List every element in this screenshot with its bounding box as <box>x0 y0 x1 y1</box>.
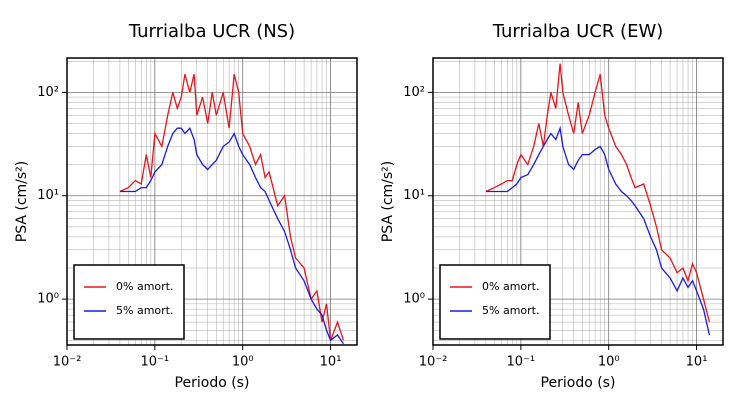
y-axis-label: PSA (cm/s²) <box>14 161 30 243</box>
legend-box <box>439 264 551 340</box>
x-tick-label: 10⁰ <box>598 355 620 370</box>
panel: 10⁻² 10⁻¹ 10⁰ 10¹ 10⁰ 10¹ 10² 0% amort. 5% amort… <box>380 21 724 391</box>
plot-frame <box>66 57 358 346</box>
x-tick-label: 10⁻¹ <box>141 355 170 370</box>
series-line <box>485 63 711 323</box>
chart-title: Turrialba UCR (EW) <box>492 21 664 42</box>
x-axis-label: Periodo (s) <box>175 375 250 391</box>
y-axis-label: PSA (cm/s²) <box>380 161 396 243</box>
y-tick-label: 10⁰ <box>37 292 59 307</box>
legend-label: 5% amort. <box>116 304 173 317</box>
x-tick-label: 10⁻¹ <box>507 355 536 370</box>
chart-title: Turrialba UCR (NS) <box>128 21 295 42</box>
x-tick-label: 10⁻² <box>53 355 82 370</box>
legend-box <box>73 264 185 340</box>
x-tick-label: 10¹ <box>320 355 342 370</box>
series-line <box>119 126 344 345</box>
x-tick-label: 10¹ <box>686 355 708 370</box>
panel: 10⁻² 10⁻¹ 10⁰ 10¹ 10⁰ 10¹ 10² 0% amort. 5% amort… <box>14 21 358 391</box>
series-line <box>485 125 711 336</box>
y-tick-label: 10¹ <box>403 188 425 203</box>
legend-label: 0% amort. <box>482 280 539 293</box>
x-axis-label: Periodo (s) <box>541 375 616 391</box>
y-tick-label: 10² <box>403 85 425 100</box>
y-tick-label: 10¹ <box>37 188 59 203</box>
y-tick-label: 10² <box>37 85 59 100</box>
plot-frame <box>432 57 724 346</box>
legend-label: 0% amort. <box>116 280 173 293</box>
x-tick-label: 10⁻² <box>419 355 448 370</box>
series-line <box>119 74 345 341</box>
x-tick-label: 10⁰ <box>232 355 254 370</box>
y-tick-label: 10⁰ <box>403 292 425 307</box>
legend-label: 5% amort. <box>482 304 539 317</box>
